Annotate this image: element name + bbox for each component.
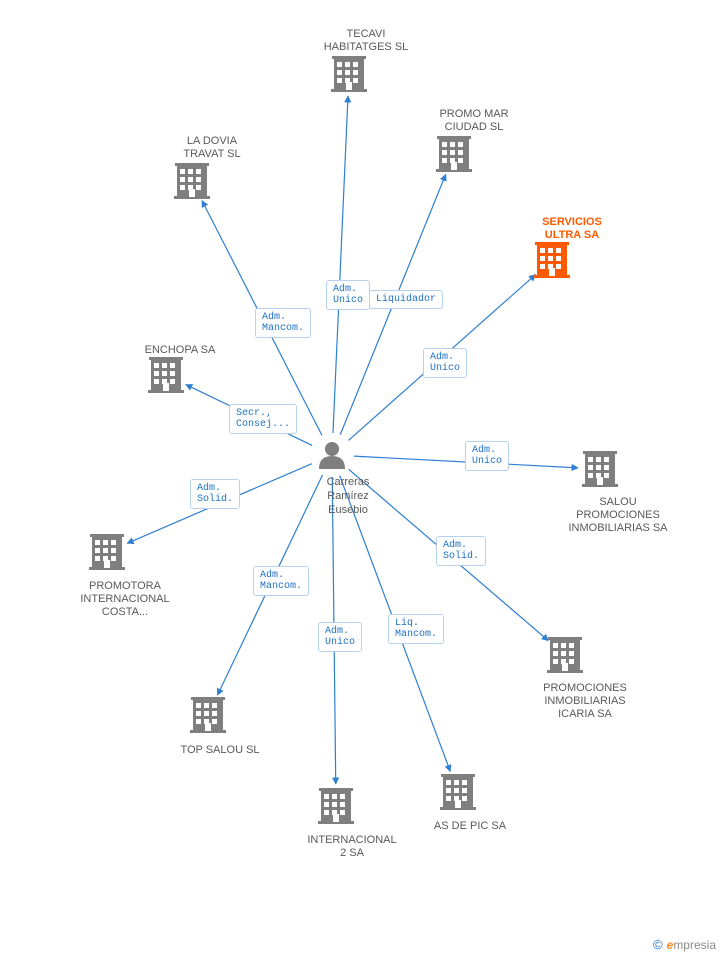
edge-promo_mar	[340, 174, 445, 434]
edge-servicios	[348, 275, 535, 441]
edge-la_dovia	[202, 201, 322, 436]
company-node-salou[interactable]	[582, 451, 618, 487]
company-node-servicios[interactable]	[534, 242, 570, 278]
company-node-promotora[interactable]	[89, 534, 125, 570]
network-canvas	[0, 0, 728, 960]
edge-salou	[354, 456, 578, 468]
company-node-tecavi[interactable]	[331, 56, 367, 92]
copyright-symbol: ©	[653, 937, 663, 952]
edge-top_salou	[217, 475, 322, 695]
company-node-asdepic[interactable]	[440, 774, 476, 810]
center-person-icon[interactable]	[319, 442, 345, 469]
edge-promotora	[127, 464, 312, 544]
company-node-internac2[interactable]	[318, 788, 354, 824]
edge-enchopa	[186, 385, 312, 446]
copyright: ©empresia	[653, 937, 716, 952]
company-node-promociones[interactable]	[547, 637, 583, 673]
company-node-top_salou[interactable]	[190, 697, 226, 733]
edge-promociones	[349, 469, 549, 640]
company-node-enchopa[interactable]	[148, 357, 184, 393]
edge-asdepic	[340, 476, 451, 772]
company-node-la_dovia[interactable]	[174, 163, 210, 199]
brand-rest: mpresia	[673, 938, 716, 952]
edge-tecavi	[333, 96, 348, 433]
company-node-promo_mar[interactable]	[436, 136, 472, 172]
edge-internac2	[332, 477, 335, 784]
